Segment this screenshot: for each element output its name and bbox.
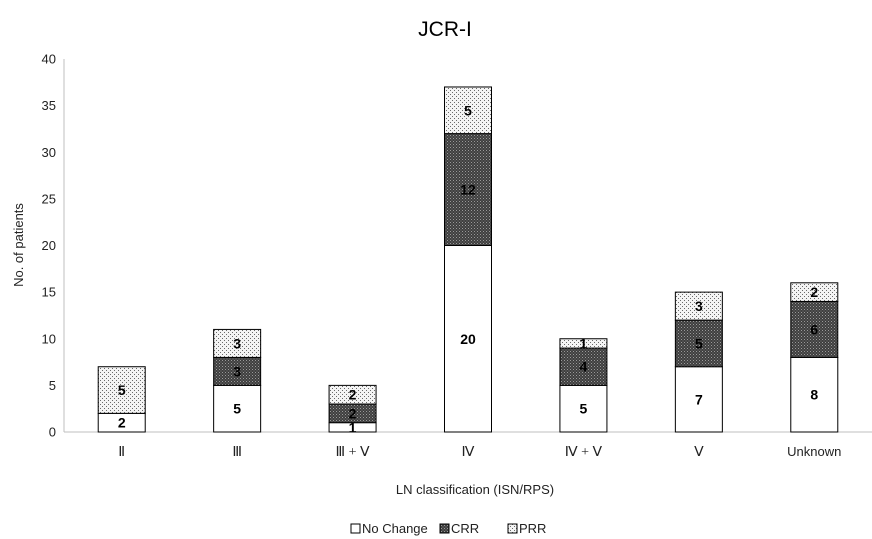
- y-ticks: 0 5 10 15 20 25 30 35 40: [42, 52, 56, 440]
- x-tick-label: Unknown: [787, 444, 841, 459]
- y-axis-label: No. of patients: [11, 203, 26, 287]
- bar-segment: [674, 291, 723, 321]
- data-label: 5: [580, 401, 588, 417]
- bar-segment: [444, 133, 492, 247]
- bar-segment: [559, 338, 608, 349]
- bar-segment: [328, 384, 377, 405]
- bar-segment: [444, 245, 492, 433]
- data-label: 5: [233, 401, 241, 417]
- bar-segment: [674, 319, 723, 368]
- x-tick-label: Ⅲ: [232, 445, 242, 460]
- data-label: 12: [460, 182, 476, 198]
- x-tick-label: Ⅱ: [118, 445, 125, 460]
- data-label: 2: [349, 405, 357, 421]
- x-axis-label: LN classification (ISN/RPS): [396, 482, 554, 497]
- x-ticks: Ⅱ Ⅲ Ⅲ + Ⅴ Ⅳ Ⅳ + Ⅴ Ⅴ Unknown: [118, 444, 841, 460]
- legend-swatch: [507, 523, 518, 534]
- bar-segment: [559, 384, 608, 433]
- data-label: 8: [810, 387, 818, 403]
- bar-segment: [790, 282, 839, 302]
- x-tick-label: Ⅴ: [694, 445, 704, 460]
- bar-segment: [559, 347, 608, 386]
- legend-label: CRR: [451, 521, 479, 536]
- bar-segment: [97, 366, 146, 414]
- y-tick-label: 0: [49, 425, 56, 440]
- x-tick-label: Ⅳ: [462, 445, 475, 460]
- legend-label: No Change: [362, 521, 428, 536]
- bar-segment: [444, 86, 492, 135]
- x-tick-label: Ⅲ + Ⅴ: [336, 445, 371, 460]
- x-tick-label: Ⅳ + Ⅴ: [565, 445, 603, 460]
- data-label: 7: [695, 391, 703, 407]
- bar-segment: [213, 328, 262, 358]
- data-label: 5: [695, 335, 703, 351]
- data-label: 3: [233, 363, 241, 379]
- data-label: 2: [810, 284, 818, 300]
- data-label: 5: [118, 382, 126, 398]
- y-tick-label: 15: [42, 285, 56, 300]
- y-tick-label: 5: [49, 378, 56, 393]
- legend-swatch: [439, 523, 450, 534]
- data-label: 2: [349, 387, 357, 403]
- bar-segment: [790, 356, 839, 433]
- y-tick-label: 40: [42, 52, 56, 67]
- bar-segment: [213, 384, 262, 433]
- data-label: 5: [464, 102, 472, 118]
- data-label: 3: [695, 298, 703, 314]
- data-label: 3: [233, 335, 241, 351]
- data-label: 6: [810, 321, 818, 337]
- legend-label: PRR: [519, 521, 546, 536]
- y-tick-label: 25: [42, 191, 56, 206]
- data-label: 1: [349, 419, 357, 435]
- data-label: 4: [580, 359, 588, 375]
- data-label: 20: [460, 331, 476, 347]
- y-tick-label: 35: [42, 98, 56, 113]
- y-tick-label: 10: [42, 331, 56, 346]
- y-tick-label: 30: [42, 145, 56, 160]
- y-tick-label: 20: [42, 238, 56, 253]
- legend: No Change CRR PRR: [350, 521, 546, 536]
- legend-swatch: [350, 523, 361, 534]
- data-label: 2: [118, 415, 126, 431]
- chart-title: JCR-I: [418, 18, 472, 41]
- bar-segment: [790, 300, 839, 358]
- data-label: 1: [580, 335, 588, 351]
